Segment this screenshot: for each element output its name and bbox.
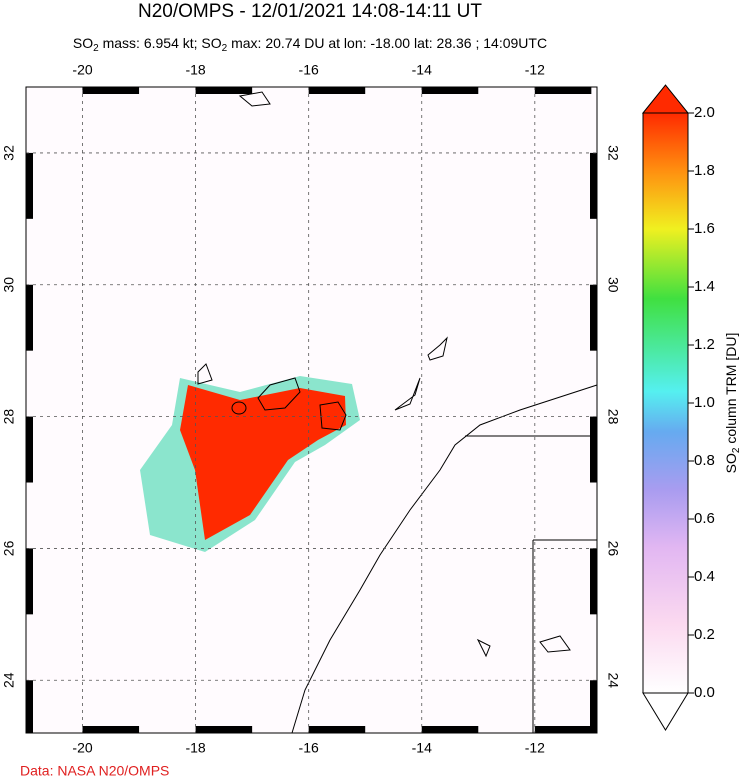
title: N20/OMPS - 12/01/2021 14:08-14:11 UT: [138, 1, 482, 22]
text-part: column TRM [DU]: [723, 333, 739, 448]
text-part: SO: [73, 35, 93, 51]
x-tick-label: -12: [525, 740, 545, 756]
y-tick-label: 26: [605, 541, 621, 557]
y-tick-label: 24: [605, 672, 621, 688]
x-tick-label: -18: [185, 62, 205, 78]
plume: [140, 376, 360, 552]
y-tick-label: 26: [1, 540, 17, 556]
border-segment: [534, 87, 592, 94]
colorbar-tick-label: 1.8: [694, 162, 715, 179]
y-tick-label: 28: [605, 409, 621, 425]
border-segment: [590, 152, 597, 219]
border-segment: [26, 680, 33, 733]
colorbar-tick-label: 0.8: [694, 452, 715, 469]
y-tick-label: 30: [605, 277, 621, 293]
x-tick-label: -20: [72, 62, 92, 78]
border-segment: [26, 284, 33, 351]
colorbar-tick-label: 2.0: [694, 104, 715, 121]
border-segment: [82, 726, 140, 733]
border-segment: [590, 548, 597, 615]
colorbar-tick-label: 1.2: [694, 336, 715, 353]
colorbar-max-arrow: [641, 84, 690, 114]
y-tick-label: 32: [605, 145, 621, 161]
subscript: 2: [93, 43, 99, 54]
border-segment: [308, 87, 366, 94]
credit: Data: NASA N20/OMPS: [20, 763, 169, 779]
colorbar-tick-label: 1.0: [694, 394, 715, 411]
y-tick-label: 32: [1, 145, 17, 161]
border-segment: [308, 726, 366, 733]
x-tick-label: -18: [185, 740, 205, 756]
grid: [26, 87, 597, 733]
text-part: max: 20.74 DU at lon: -18.00 lat: 28.36 …: [227, 35, 547, 51]
x-tick-label: -14: [412, 740, 432, 756]
y-tick-label: 24: [1, 672, 17, 688]
colorbar-tick-label: 1.4: [694, 278, 715, 295]
x-tick-label: -14: [412, 62, 432, 78]
colorbar-tick-label: 0.6: [694, 510, 715, 527]
border-segment: [421, 726, 479, 733]
border-segment: [195, 726, 253, 733]
x-tick-label: -16: [299, 62, 319, 78]
colorbar-tick-label: 0.2: [694, 626, 715, 643]
text-part: SO: [723, 453, 739, 473]
y-tick-label: 28: [1, 409, 17, 425]
colorbar-tick-label: 0.0: [694, 684, 715, 701]
subscript: 2: [731, 447, 742, 453]
border-segment: [421, 87, 479, 94]
colorbar-tick-label: 0.4: [694, 568, 715, 585]
x-tick-label: -20: [72, 740, 92, 756]
colorbar-tick-label: 1.6: [694, 220, 715, 237]
x-tick-label: -16: [299, 740, 319, 756]
text-part: mass: 6.954 kt; SO: [99, 35, 222, 51]
border-segment: [26, 548, 33, 615]
border-segment: [534, 726, 592, 733]
colorbar-min-arrow: [642, 692, 689, 731]
y-tick-label: 30: [1, 277, 17, 293]
subscript: 2: [222, 43, 228, 54]
coastlines: [197, 91, 598, 734]
border-segment: [590, 284, 597, 351]
border-segment: [26, 416, 33, 483]
colorbar-label: SO2 column TRM [DU]: [723, 333, 742, 474]
map-frame: [25, 86, 598, 734]
border-segment: [82, 87, 140, 94]
border-segment: [590, 680, 597, 733]
colorbar: [642, 112, 689, 694]
subtitle: SO2 mass: 6.954 kt; SO2 max: 20.74 DU at…: [73, 35, 547, 54]
x-tick-label: -12: [525, 62, 545, 78]
border-segment: [26, 152, 33, 219]
border-segment: [590, 416, 597, 483]
border-segment: [195, 87, 253, 94]
